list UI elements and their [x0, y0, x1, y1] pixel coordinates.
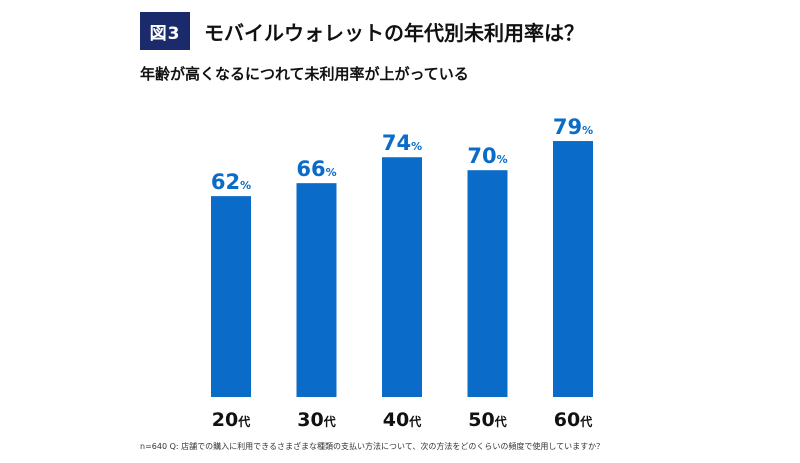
category-label-60代: 60代: [554, 409, 592, 431]
category-labels-group: 20代 30代 40代 50代 60代: [212, 409, 592, 431]
value-label-60代: 79%: [553, 115, 593, 139]
bar-50代: [467, 170, 508, 397]
value-label-30代: 66%: [296, 157, 336, 181]
value-label-50代: 70%: [467, 144, 507, 168]
category-label-40代: 40代: [383, 409, 421, 431]
bar-30代: [296, 183, 337, 397]
bar-60代: [553, 141, 593, 397]
bar-20代: [211, 196, 251, 397]
value-label-40代: 74%: [382, 131, 422, 155]
bar-40代: [382, 157, 422, 397]
footnote: n=640 Q: 店舗での購入に利用できるさまざまな種類の支払い方法について、次…: [140, 442, 605, 451]
category-label-30代: 30代: [297, 409, 335, 431]
bars-group: [211, 141, 593, 397]
value-label-20代: 62%: [211, 170, 251, 194]
chart-subtitle: 年齢が高くなるにつれて未利用率が上がっている: [140, 65, 469, 83]
figure-badge: 図3: [140, 12, 190, 50]
category-label-20代: 20代: [212, 409, 250, 431]
value-labels-group: 62% 66% 74% 70% 79%: [211, 115, 593, 194]
chart-title: モバイルウォレットの年代別未利用率は？: [204, 21, 584, 45]
category-label-50代: 50代: [468, 409, 506, 431]
